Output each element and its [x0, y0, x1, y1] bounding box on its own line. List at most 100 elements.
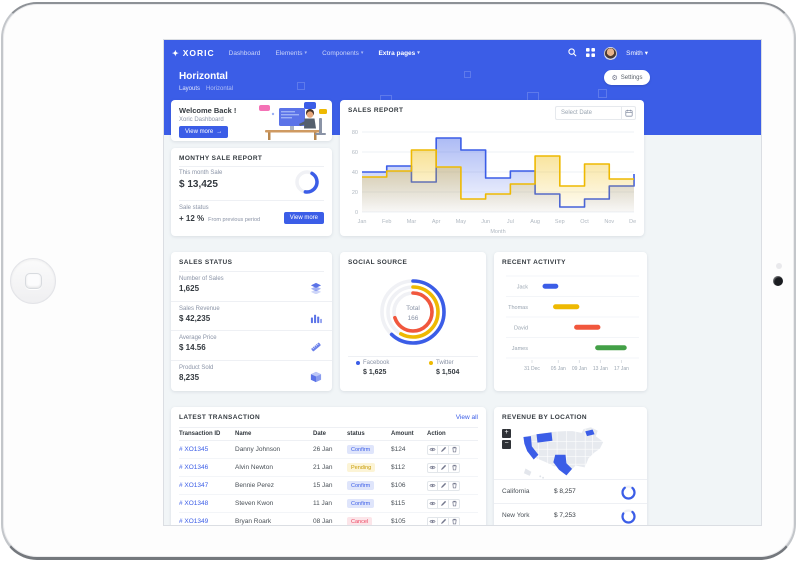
- location-value: $ 7,253: [554, 512, 576, 519]
- transaction-amount: $105: [391, 518, 406, 525]
- tablet-home-button[interactable]: [10, 258, 56, 304]
- breadcrumb-layouts[interactable]: Layouts: [179, 86, 201, 92]
- welcome-subtitle: Xoric Dashboard: [179, 117, 224, 123]
- welcome-card: Welcome Back ! Xoric Dashboard View more…: [171, 100, 332, 141]
- map-zoom-out-button[interactable]: −: [502, 440, 511, 449]
- svg-text:Jan: Jan: [358, 219, 367, 225]
- svg-text:09 Jan: 09 Jan: [572, 366, 587, 372]
- settings-button[interactable]: ⚙ Settings: [604, 70, 650, 85]
- transaction-name: Alvin Newton: [235, 464, 273, 471]
- welcome-view-more-button[interactable]: View more →: [179, 126, 229, 138]
- table-row: # XO1347 Bennie Perez 15 Jan Confirm $106: [179, 477, 478, 495]
- pencil-action-button[interactable]: [438, 498, 449, 509]
- column-header: Date: [313, 431, 327, 437]
- eye-action-button[interactable]: [427, 498, 438, 509]
- eye-action-button[interactable]: [427, 516, 438, 525]
- trash-action-button[interactable]: [449, 498, 460, 509]
- select-date-input[interactable]: Select Date: [555, 106, 621, 120]
- calendar-icon[interactable]: [621, 106, 636, 120]
- nav-item-components[interactable]: Components ▾: [322, 49, 364, 57]
- eye-action-button[interactable]: [427, 480, 438, 491]
- pencil-action-button[interactable]: [438, 480, 449, 491]
- layers-icon: [310, 281, 322, 299]
- divider: [179, 166, 324, 167]
- eye-action-button[interactable]: [427, 462, 438, 473]
- gear-icon: ⚙: [611, 74, 618, 82]
- svg-text:James: James: [512, 346, 528, 352]
- trash-action-button[interactable]: [449, 480, 460, 491]
- nav-item-dashboard[interactable]: Dashboard: [228, 49, 261, 57]
- location-name: New York: [502, 512, 530, 519]
- location-progress-circle: [620, 508, 637, 525]
- sales-report-card: SALES REPORT Select Date 0 20 40 60 80 Jan Feb…: [340, 100, 644, 236]
- status-label: Number of Sales: [179, 276, 224, 282]
- chevron-down-icon: ▾: [644, 50, 648, 57]
- trash-action-button[interactable]: [449, 516, 460, 525]
- cube-icon: [310, 370, 322, 388]
- status-label: Product Sold: [179, 364, 214, 371]
- transaction-id[interactable]: # XO1349: [179, 518, 209, 525]
- decoration-square: [598, 89, 607, 98]
- monthly-progress-donut: [293, 168, 321, 201]
- column-header: Action: [427, 431, 446, 437]
- welcome-title: Welcome Back !: [179, 106, 237, 115]
- svg-text:Oct: Oct: [580, 219, 589, 225]
- transaction-id[interactable]: # XO1348: [179, 500, 209, 507]
- search-icon[interactable]: [568, 44, 577, 62]
- svg-text:60: 60: [352, 150, 358, 156]
- svg-text:40: 40: [352, 170, 358, 176]
- user-avatar[interactable]: [604, 46, 618, 60]
- column-header: Name: [235, 431, 252, 437]
- status-label: Average Price: [179, 335, 217, 341]
- status-value: $ 42,235: [179, 313, 211, 323]
- view-all-link[interactable]: View all: [455, 414, 478, 421]
- svg-text:17 Jan: 17 Jan: [614, 366, 629, 372]
- action-button-group: [427, 444, 478, 455]
- action-button-group: [427, 462, 478, 473]
- transaction-id[interactable]: # XO1347: [179, 482, 209, 489]
- sale-delta: + 12 %: [179, 214, 205, 223]
- date-filter: Select Date: [555, 106, 636, 120]
- tablet-camera: [773, 276, 783, 286]
- chevron-down-icon: ▾: [417, 50, 420, 56]
- highlighted-states: [523, 429, 595, 476]
- brand-logo[interactable]: ✦ XORIC: [172, 48, 215, 58]
- user-menu[interactable]: Smith ▾: [626, 49, 648, 58]
- transaction-name: Danny Johnson: [235, 446, 281, 453]
- breadcrumb-horizontal: Horizontal: [206, 86, 234, 92]
- nav-item-extra-pages[interactable]: Extra pages ▾: [378, 49, 420, 57]
- transaction-name: Steven Kwon: [235, 500, 274, 507]
- revenue-row: New York $ 7,253: [494, 503, 647, 525]
- arrow-right-icon: →: [216, 129, 223, 135]
- svg-text:Thomas: Thomas: [508, 305, 528, 311]
- pencil-action-button[interactable]: [438, 462, 449, 473]
- pencil-action-button[interactable]: [438, 516, 449, 525]
- card-title: SALES STATUS: [179, 259, 233, 266]
- table-row: # XO1345 Danny Johnson 26 Jan Confirm $124: [179, 441, 478, 459]
- us-map[interactable]: [512, 423, 634, 486]
- svg-text:166: 166: [408, 315, 419, 322]
- monthly-view-more-button[interactable]: View more: [283, 212, 324, 224]
- nav-item-elements[interactable]: Elements ▾: [275, 49, 308, 57]
- sales-status-list: Number of Sales 1,625 Sales Revenue $ 42,23…: [171, 272, 332, 390]
- svg-text:Sep: Sep: [555, 219, 565, 225]
- map-zoom-in-button[interactable]: +: [502, 429, 511, 438]
- transaction-id[interactable]: # XO1346: [179, 464, 209, 471]
- sales-status-row: Sales Revenue $ 42,235: [171, 302, 332, 331]
- transaction-date: 21 Jan: [313, 464, 333, 471]
- pencil-action-button[interactable]: [438, 444, 449, 455]
- eye-action-button[interactable]: [427, 444, 438, 455]
- transaction-id[interactable]: # XO1345: [179, 446, 209, 453]
- grid-apps-icon[interactable]: [586, 44, 596, 62]
- svg-text:Nov: Nov: [604, 219, 614, 225]
- trash-action-button[interactable]: [449, 462, 460, 473]
- trash-action-button[interactable]: [449, 444, 460, 455]
- legend-label: Facebook: [363, 360, 390, 366]
- revenue-by-location-card: REVENUE BY LOCATION + −: [494, 407, 647, 525]
- svg-text:Aug: Aug: [530, 219, 540, 225]
- social-source-chart: Total 166: [380, 279, 446, 345]
- sale-status-label: Sale status: [179, 205, 209, 211]
- page-title: Horizontal: [179, 71, 228, 82]
- divider: [179, 271, 324, 272]
- svg-text:Apr: Apr: [432, 219, 441, 225]
